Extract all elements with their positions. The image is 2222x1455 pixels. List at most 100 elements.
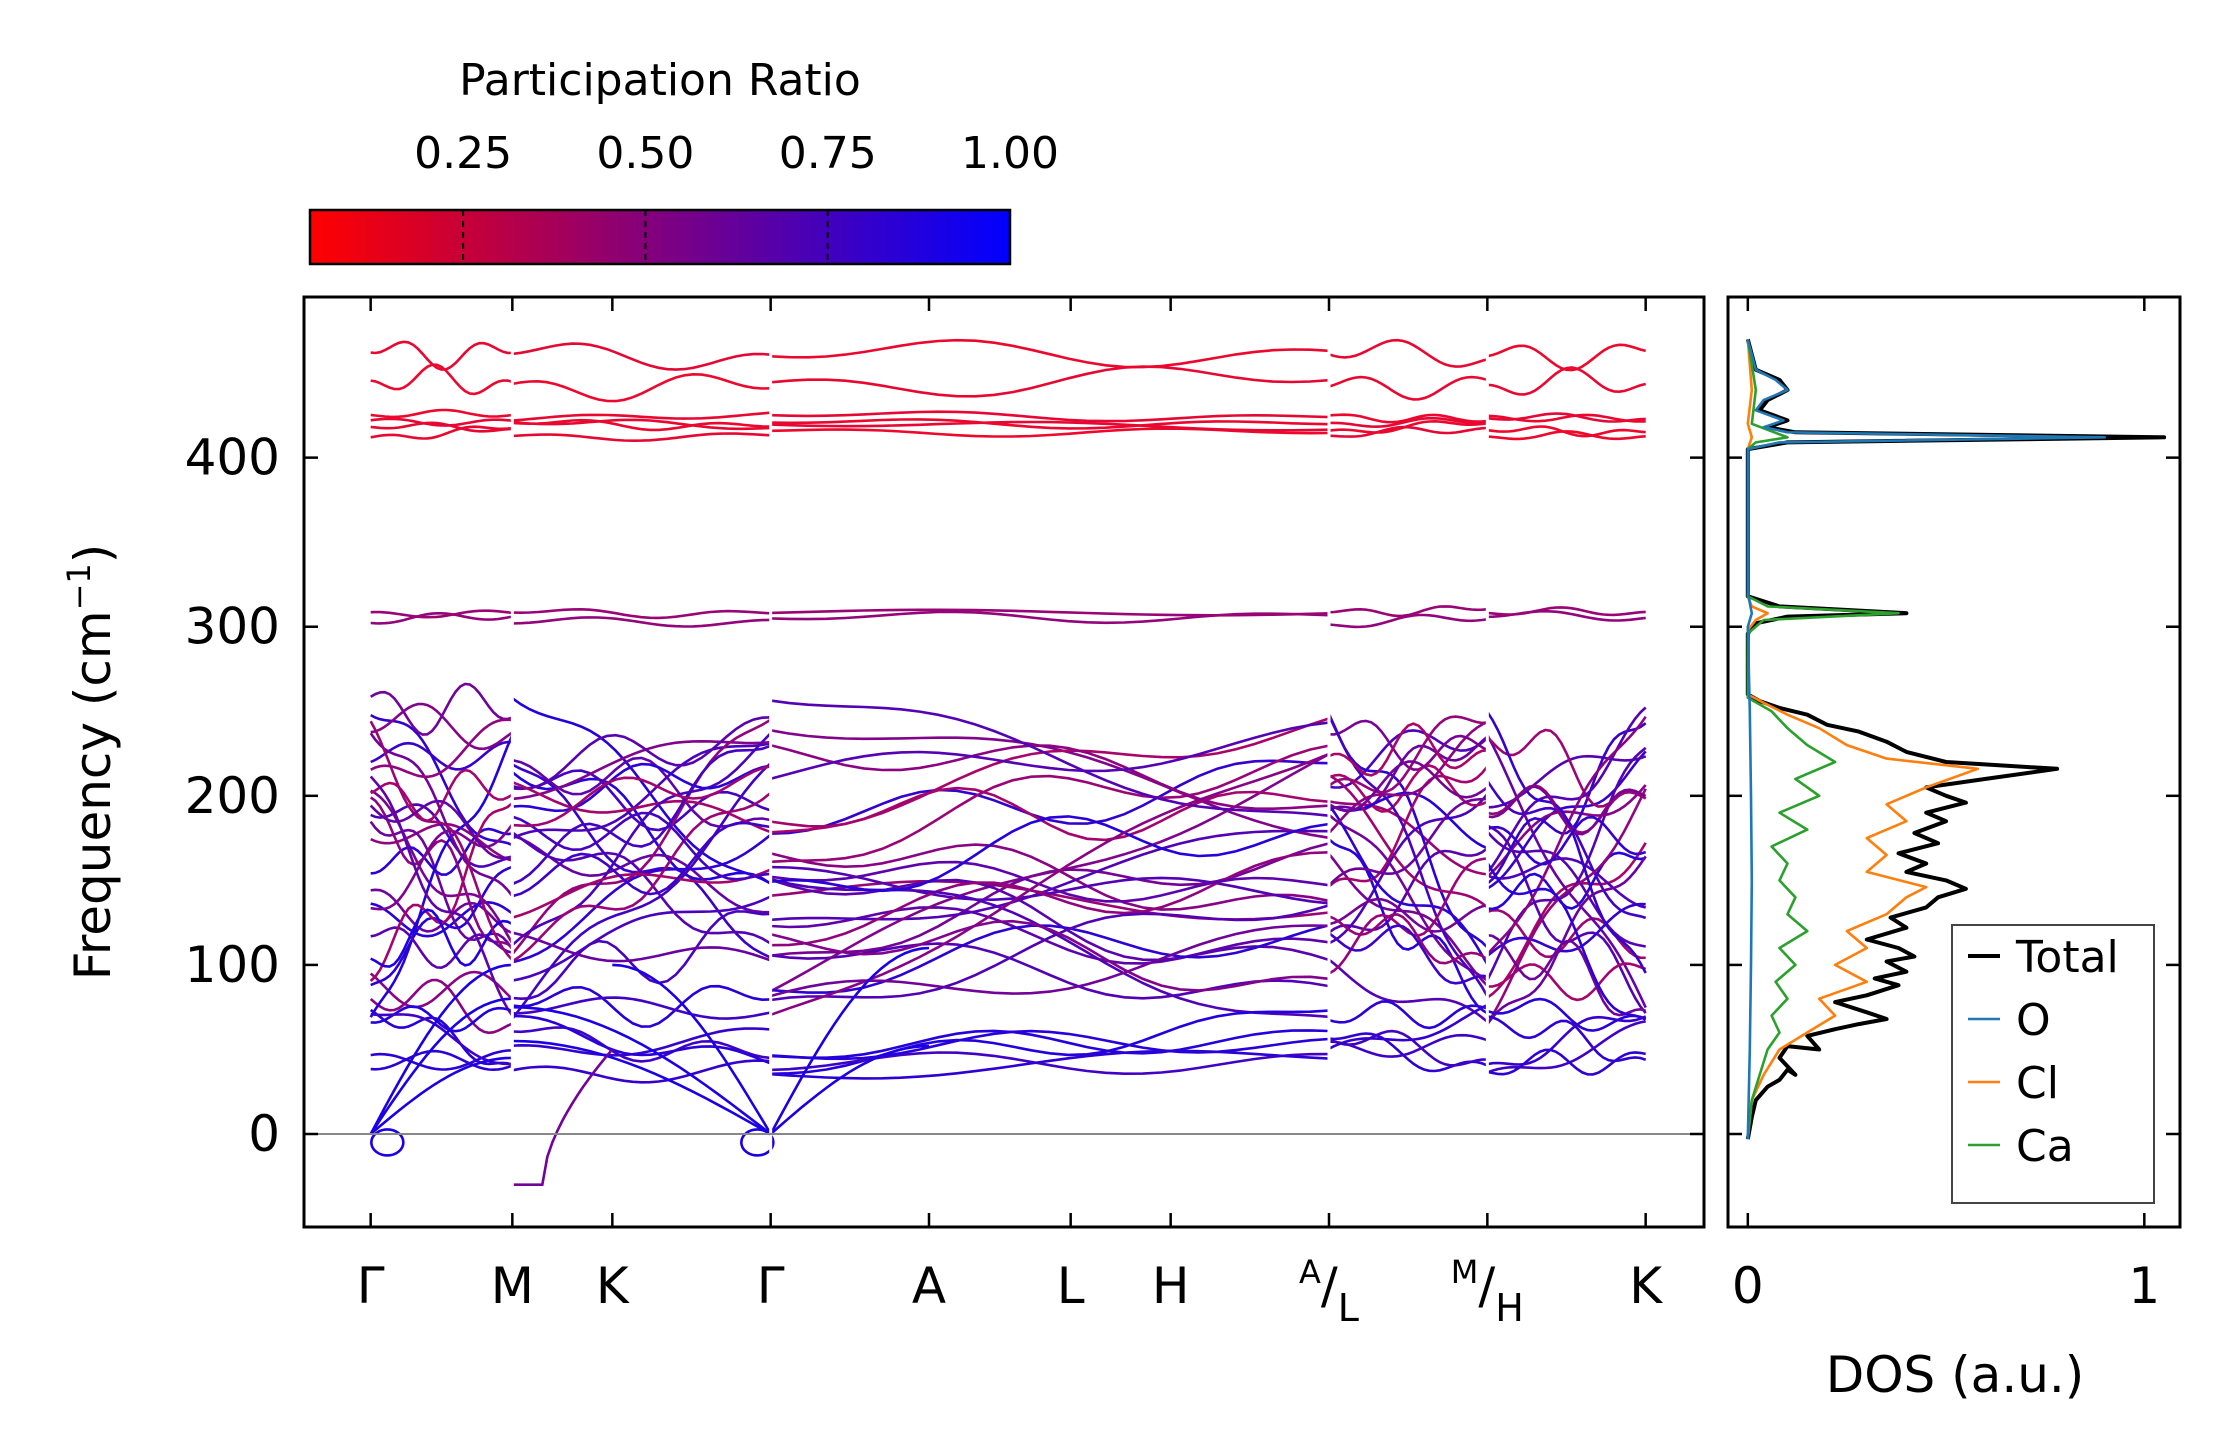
band-high-o	[512, 418, 771, 432]
band-low	[1328, 1003, 1488, 1050]
band-ytick-label: 200	[185, 767, 280, 825]
legend-label-ca: Ca	[2016, 1121, 2074, 1172]
band-dense	[1486, 830, 1646, 948]
legend-label-cl: Cl	[2016, 1058, 2059, 1109]
band-dense	[512, 910, 771, 1001]
band-dense	[1486, 728, 1647, 808]
band-dense	[770, 729, 1330, 840]
legend-label-total: Total	[2015, 932, 2119, 983]
band-dense	[770, 842, 1330, 957]
band-dense	[1328, 722, 1488, 777]
band-dense	[770, 815, 1330, 893]
dos-series-o	[1746, 338, 2106, 1140]
band-soft-mode	[512, 1048, 614, 1186]
band-dense	[1487, 785, 1647, 836]
band-acoustic	[512, 1005, 772, 1136]
band-dense	[369, 720, 514, 961]
band-dense	[1328, 924, 1488, 985]
band-low	[1328, 1000, 1488, 1030]
band-mid	[370, 609, 513, 619]
band-low	[512, 1027, 771, 1057]
band-y-ticks: 0 100 200 300 400	[185, 429, 1704, 1163]
band-dense	[770, 878, 1330, 962]
band-low	[370, 1049, 513, 1071]
band-lines	[369, 299, 1647, 1225]
band-acoustic	[769, 946, 930, 1135]
band-mid	[512, 616, 771, 628]
band-dense	[1328, 760, 1489, 813]
band-dense	[369, 978, 513, 1035]
band-high-o	[770, 410, 1330, 423]
band-dense	[1328, 764, 1488, 813]
band-low	[1487, 1048, 1646, 1076]
band-dense	[512, 762, 771, 813]
band-high-o	[770, 420, 1330, 432]
band-dense	[1486, 716, 1647, 956]
dos-axes-frame	[1726, 295, 2182, 1229]
band-dense	[369, 970, 514, 1009]
band-dense	[511, 831, 772, 945]
band-dense	[1486, 842, 1647, 999]
band-dense	[1486, 862, 1647, 1021]
band-dense	[1487, 851, 1646, 911]
band-dense	[770, 699, 1330, 817]
band-dense	[512, 716, 771, 791]
band-dense	[511, 744, 772, 886]
band-y-axis-label: Frequency (cm−1)	[60, 544, 122, 981]
band-dense	[1328, 913, 1488, 965]
band-low	[1328, 1029, 1488, 1067]
band-high-o	[1487, 413, 1646, 423]
band-dense	[1328, 715, 1488, 794]
band-dense	[370, 768, 513, 823]
band-dense	[1327, 853, 1489, 987]
band-high-o	[1329, 416, 1488, 429]
band-low	[770, 1029, 1330, 1061]
band-dense	[512, 764, 772, 828]
band-high-o	[1328, 425, 1488, 438]
band-dense	[1486, 750, 1647, 890]
band-gamma-loop	[370, 1128, 405, 1157]
band-mid	[1328, 605, 1488, 618]
band-dense	[511, 811, 771, 881]
band-dense	[369, 796, 514, 949]
band-low	[1487, 1015, 1647, 1063]
band-dense	[770, 906, 1330, 965]
band-dense	[511, 732, 772, 947]
band-dense	[1486, 734, 1647, 1009]
band-dense	[369, 799, 513, 860]
band-high-o	[1487, 425, 1646, 438]
band-acoustic	[612, 963, 772, 1135]
band-high-o	[370, 417, 513, 427]
band-high-o	[370, 425, 513, 440]
band-dense	[1328, 813, 1489, 982]
band-dense	[770, 829, 1330, 922]
band-dense	[770, 721, 1330, 780]
band-low	[369, 1008, 513, 1066]
band-high-o	[770, 365, 1330, 398]
band-dense	[1327, 804, 1489, 966]
band-acoustic	[512, 1039, 772, 1136]
band-dense	[770, 865, 1330, 905]
band-dense	[1486, 788, 1647, 1025]
kpoint-label: K	[596, 1257, 630, 1315]
band-dense	[1328, 847, 1489, 934]
band-dense	[370, 789, 514, 945]
kpoint-label: A/L	[1299, 1253, 1359, 1330]
band-acoustic	[369, 1056, 513, 1135]
band-dense	[370, 827, 513, 876]
band-low	[770, 1049, 1330, 1080]
band-low	[1487, 1015, 1647, 1066]
dos-xtick-label: 1	[2128, 1257, 2160, 1315]
band-acoustic	[369, 963, 513, 1135]
band-low	[1328, 1033, 1488, 1058]
band-dense	[1486, 857, 1647, 909]
band-dense	[770, 904, 1330, 1002]
band-dense	[511, 834, 771, 914]
kpoint-label: M	[491, 1257, 534, 1315]
band-dense	[1486, 855, 1647, 1025]
band-high-o	[370, 421, 513, 433]
band-low	[512, 1026, 771, 1063]
kpoint-label: A	[912, 1257, 946, 1315]
